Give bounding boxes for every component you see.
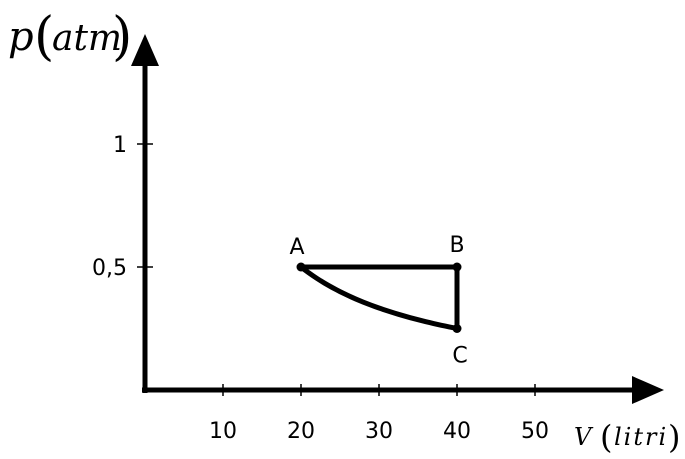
x-tick-label: 50 [521, 419, 549, 444]
y-tick-label: 1 [113, 133, 127, 158]
x-axis-symbol: V [574, 423, 594, 451]
x-axis-unit: litri [614, 423, 668, 451]
y-axis-arrow [131, 34, 159, 66]
y-axis-title: p ( atm ) [8, 7, 132, 67]
point-label-C: C [452, 344, 467, 369]
x-tick-label: 30 [365, 419, 393, 444]
y-axis-symbol: p [8, 14, 34, 60]
x-ticks: 10 20 30 40 50 [209, 384, 549, 444]
y-axis-close-paren: ) [112, 7, 132, 67]
point-label-A: A [289, 235, 304, 260]
y-axis-unit: atm [52, 18, 122, 59]
point-label-B: B [449, 233, 464, 258]
x-axis-title: V ( litri ) [574, 418, 680, 456]
y-ticks: 0,51 [92, 133, 153, 281]
point-A [296, 262, 306, 272]
x-tick-label: 10 [209, 419, 237, 444]
y-axis-open-paren: ( [34, 7, 54, 67]
thermo-cycle [298, 264, 460, 331]
x-axis-close-paren: ) [668, 418, 680, 456]
segment-C-A [298, 264, 460, 331]
x-tick-label: 40 [443, 419, 471, 444]
y-tick-label: 0,5 [92, 256, 127, 281]
point-C [452, 324, 462, 333]
x-axis-arrow [632, 376, 664, 404]
point-B [452, 262, 462, 272]
x-tick-label: 20 [287, 419, 315, 444]
cycle-points: A B C [289, 233, 467, 369]
x-axis-open-paren: ( [600, 418, 612, 456]
